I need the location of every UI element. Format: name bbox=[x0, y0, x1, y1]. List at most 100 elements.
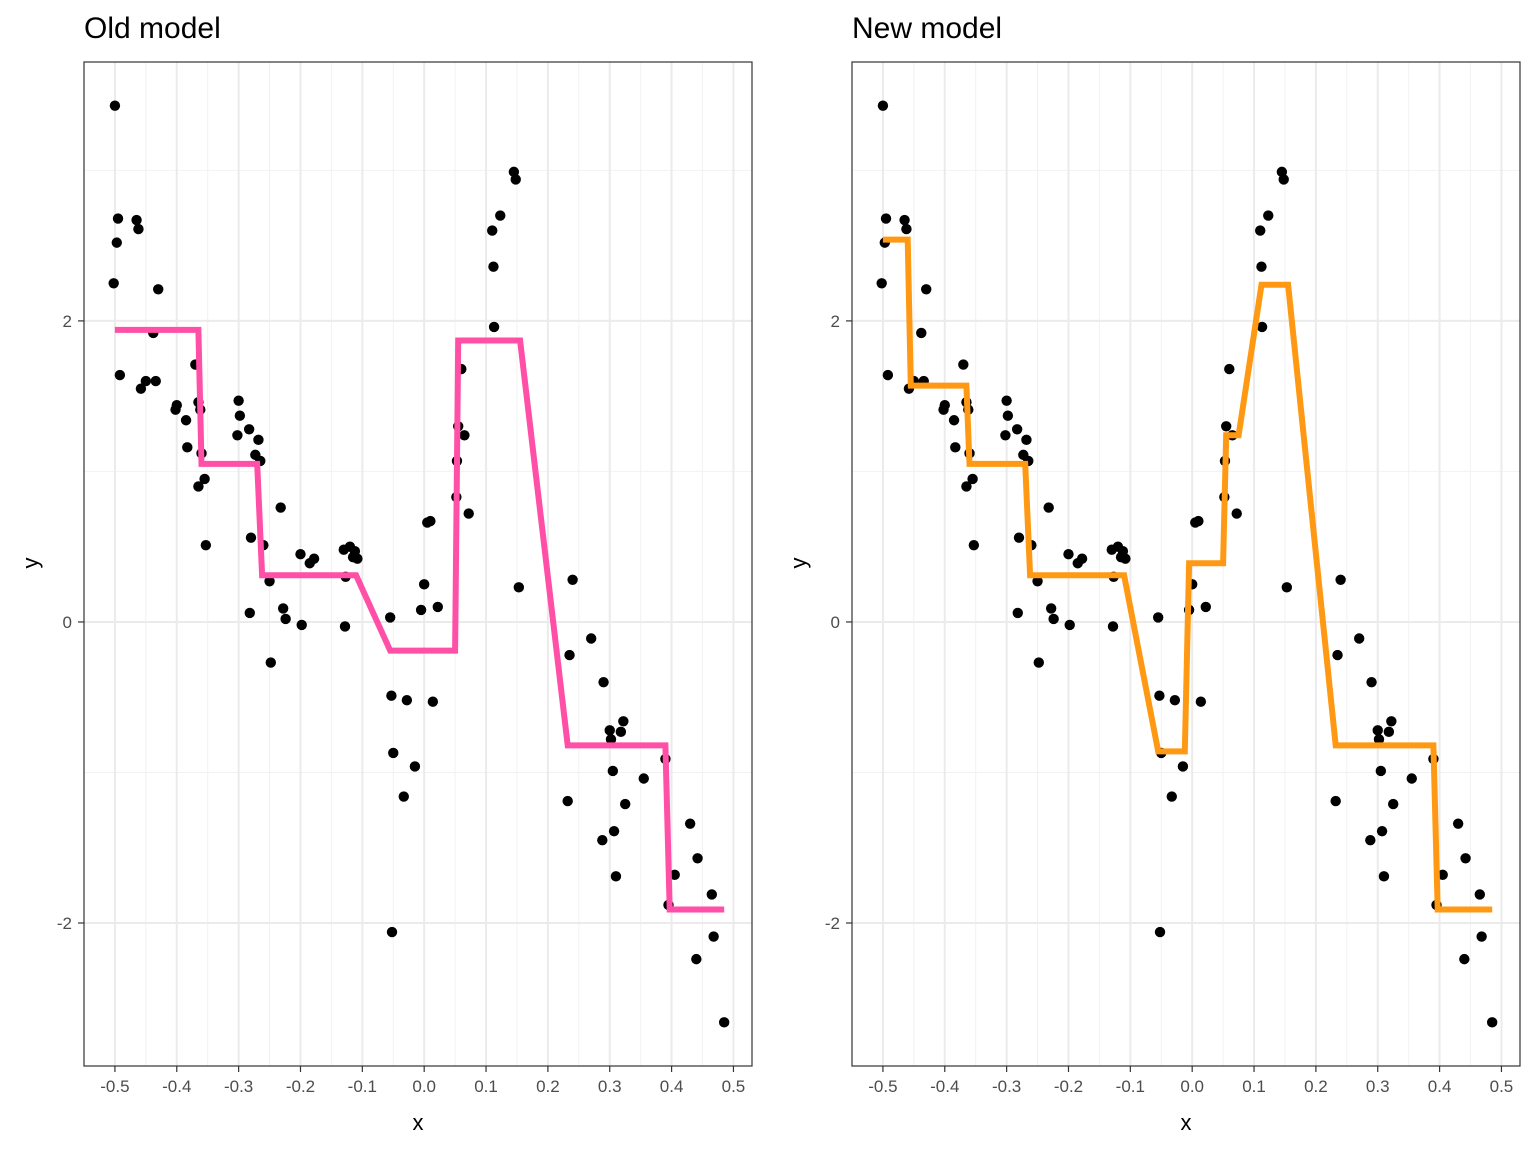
panel-border bbox=[851, 61, 1521, 1067]
data-point bbox=[1002, 410, 1014, 421]
data-point bbox=[1221, 421, 1232, 432]
y-axis-title: y bbox=[18, 558, 43, 569]
data-point bbox=[398, 791, 409, 802]
data-point bbox=[1063, 549, 1074, 560]
data-point bbox=[605, 734, 617, 745]
data-point bbox=[296, 619, 307, 631]
data-point bbox=[684, 818, 696, 829]
x-tick-label: -0.5 bbox=[868, 1077, 897, 1096]
data-point bbox=[604, 725, 615, 736]
data-point bbox=[244, 607, 255, 619]
data-point bbox=[1365, 835, 1376, 846]
data-point bbox=[427, 696, 439, 707]
chart-title: New model bbox=[852, 12, 1002, 45]
data-point bbox=[1107, 621, 1119, 632]
data-point bbox=[415, 604, 427, 616]
data-point bbox=[968, 539, 980, 551]
data-point bbox=[1335, 574, 1346, 586]
data-point bbox=[1366, 676, 1377, 688]
data-points bbox=[108, 100, 730, 1028]
data-point bbox=[1459, 953, 1470, 965]
data-point bbox=[200, 539, 212, 551]
x-axis-title: x bbox=[1181, 1110, 1192, 1135]
x-tick-label: -0.4 bbox=[930, 1077, 959, 1096]
new-model-panel: New model x y -0.5 -0.4 -0.3 -0.2 -0.1 0.0 0.1… bbox=[786, 12, 1521, 1135]
y-tick-label: 2 bbox=[831, 312, 840, 331]
data-point bbox=[233, 395, 244, 406]
data-point bbox=[1255, 225, 1266, 236]
data-point bbox=[618, 716, 629, 727]
data-point bbox=[607, 765, 619, 777]
data-point bbox=[1460, 853, 1471, 864]
data-point bbox=[131, 214, 142, 226]
data-point bbox=[1256, 261, 1267, 272]
data-point bbox=[961, 481, 972, 492]
data-point bbox=[295, 549, 306, 560]
model-fit-line bbox=[114, 326, 725, 913]
data-point bbox=[1048, 613, 1059, 625]
data-point bbox=[567, 574, 578, 586]
x-tick-label: 0.5 bbox=[1490, 1077, 1514, 1096]
data-point bbox=[171, 399, 182, 411]
data-point bbox=[967, 473, 978, 485]
data-point bbox=[140, 375, 152, 387]
data-point bbox=[277, 603, 289, 614]
data-point bbox=[1076, 553, 1088, 564]
data-point bbox=[692, 853, 703, 864]
data-point bbox=[1256, 321, 1268, 333]
data-point bbox=[418, 579, 430, 590]
data-point bbox=[921, 284, 932, 295]
data-point bbox=[1263, 210, 1274, 221]
data-point bbox=[1021, 434, 1032, 446]
data-point bbox=[1169, 695, 1181, 706]
data-point bbox=[899, 214, 910, 226]
data-point bbox=[1193, 515, 1204, 527]
data-point bbox=[425, 515, 436, 527]
x-axis-title: x bbox=[413, 1110, 424, 1135]
data-point bbox=[1386, 716, 1397, 727]
data-point bbox=[109, 100, 121, 111]
data-point bbox=[308, 553, 320, 564]
x-tick-label: 0.2 bbox=[536, 1077, 560, 1096]
x-tick-label: 0.4 bbox=[1428, 1077, 1452, 1096]
x-tick-label: 0.0 bbox=[1180, 1077, 1204, 1096]
data-point bbox=[1373, 734, 1385, 745]
data-point bbox=[459, 430, 470, 441]
data-point bbox=[1001, 395, 1012, 406]
x-tick-label: 0.1 bbox=[1242, 1077, 1266, 1096]
x-tick-label: 0.3 bbox=[1366, 1077, 1390, 1096]
data-point bbox=[706, 889, 717, 900]
data-point bbox=[1200, 601, 1211, 613]
chart-title: Old model bbox=[84, 12, 221, 45]
data-point bbox=[950, 442, 961, 453]
data-point bbox=[1177, 761, 1189, 772]
x-tick-label: 0.1 bbox=[474, 1077, 498, 1096]
data-point bbox=[1486, 1017, 1498, 1028]
data-point bbox=[153, 284, 164, 295]
data-point bbox=[280, 613, 291, 625]
y-axis-title: y bbox=[786, 558, 811, 569]
data-point bbox=[1278, 174, 1289, 185]
x-tick-label: -0.5 bbox=[100, 1077, 129, 1096]
y-tick-label: -2 bbox=[825, 914, 840, 933]
x-tick-label: -0.2 bbox=[1054, 1077, 1083, 1096]
data-point bbox=[463, 508, 474, 519]
data-point bbox=[513, 582, 525, 593]
data-point bbox=[488, 321, 500, 333]
data-point bbox=[958, 359, 969, 370]
data-point bbox=[615, 726, 627, 738]
data-point bbox=[243, 424, 255, 435]
data-point bbox=[1378, 871, 1390, 882]
data-point bbox=[265, 657, 276, 668]
x-tick-label: -0.1 bbox=[348, 1077, 377, 1096]
y-tick-label: 2 bbox=[63, 312, 72, 331]
data-point bbox=[182, 442, 193, 453]
x-tick-label: -0.4 bbox=[162, 1077, 191, 1096]
data-point bbox=[133, 223, 144, 235]
y-tick-label: 0 bbox=[831, 613, 840, 632]
data-point bbox=[1437, 869, 1448, 881]
grid bbox=[83, 62, 752, 1066]
data-point bbox=[1166, 791, 1177, 802]
data-point bbox=[114, 369, 126, 381]
data-point bbox=[1000, 430, 1011, 441]
